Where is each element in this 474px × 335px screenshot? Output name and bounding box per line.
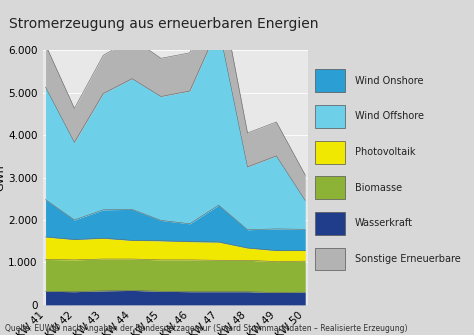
Text: Wind Onshore: Wind Onshore — [355, 76, 423, 86]
Text: Wasserkraft: Wasserkraft — [355, 218, 412, 228]
Text: Photovoltaik: Photovoltaik — [355, 147, 415, 157]
Text: Stromerzeugung aus erneuerbaren Energien: Stromerzeugung aus erneuerbaren Energien — [9, 17, 319, 31]
Text: Quelle: EUWID nach Angaben der Bundesnetzagentur (Smard Strommarktdaten – Realis: Quelle: EUWID nach Angaben der Bundesnet… — [5, 324, 407, 333]
FancyBboxPatch shape — [315, 141, 345, 163]
Text: Wind Offshore: Wind Offshore — [355, 112, 424, 122]
FancyBboxPatch shape — [315, 212, 345, 235]
Y-axis label: GWh: GWh — [0, 164, 6, 191]
FancyBboxPatch shape — [315, 248, 345, 270]
FancyBboxPatch shape — [315, 69, 345, 92]
Text: Sonstige Erneuerbare: Sonstige Erneuerbare — [355, 254, 460, 264]
FancyBboxPatch shape — [315, 105, 345, 128]
FancyBboxPatch shape — [315, 176, 345, 199]
Text: Biomasse: Biomasse — [355, 183, 401, 193]
